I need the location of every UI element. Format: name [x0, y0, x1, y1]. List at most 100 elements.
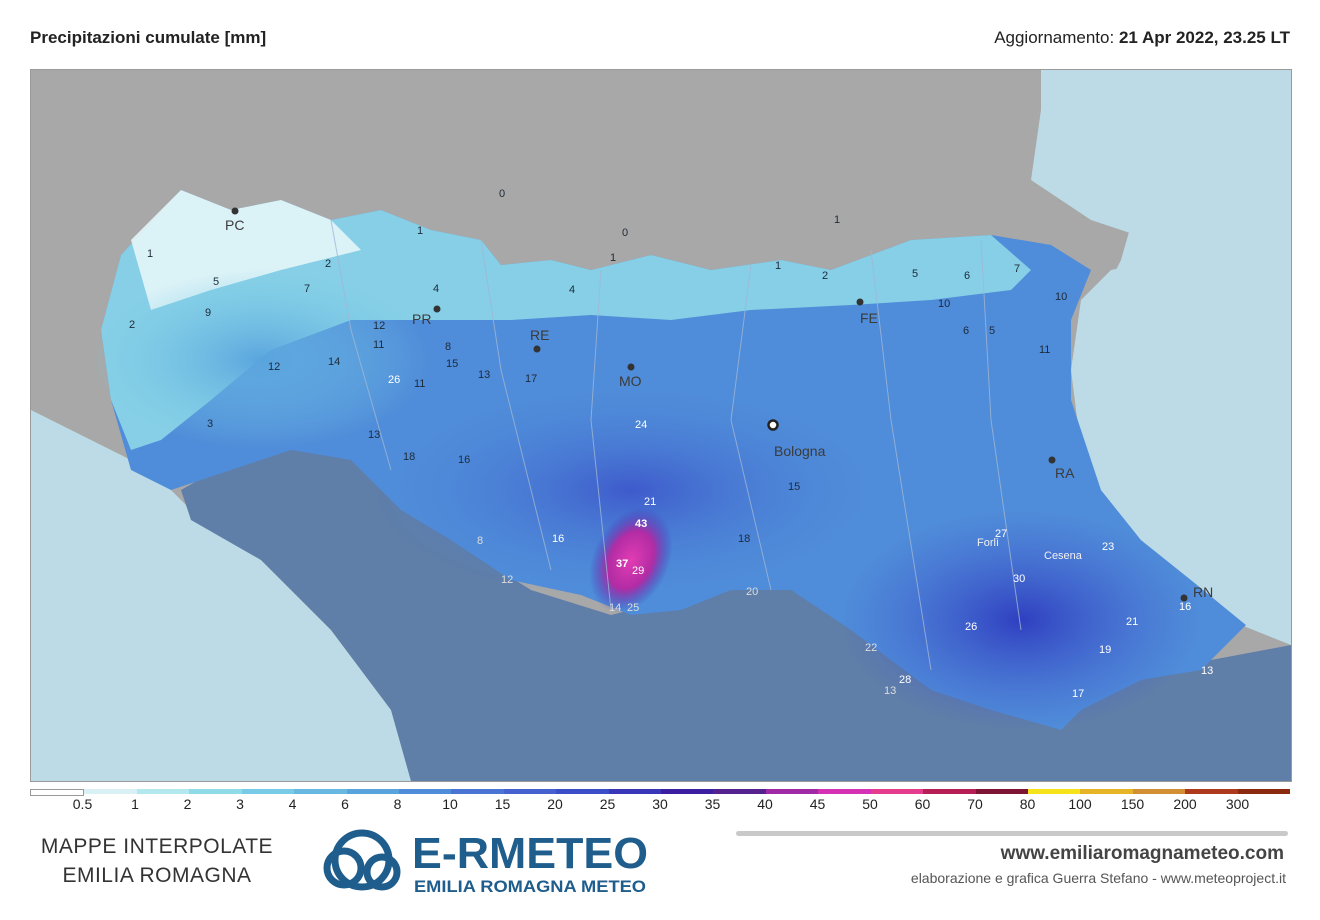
station-value: 29 — [632, 565, 644, 577]
map-title: Precipitazioni cumulate [mm] — [30, 28, 267, 47]
city-label-bologna: Bologna — [774, 443, 826, 459]
city-label-forli: Forlì — [977, 537, 999, 549]
legend-swatch — [608, 789, 662, 794]
update-timestamp: Aggiornamento: 21 Apr 2022, 23.25 LT — [994, 28, 1290, 48]
city-dot-re — [533, 345, 541, 353]
station-value: 16 — [552, 533, 564, 545]
station-value: 1 — [775, 260, 781, 272]
station-value: 13 — [478, 369, 490, 381]
legend-swatch — [136, 789, 190, 794]
station-value: 16 — [458, 454, 470, 466]
station-value: 10 — [1055, 291, 1067, 303]
station-values: 0 0 1 1 1 1 1 2 2 2 3 4 5 5 7 9 4 6 7 12… — [129, 188, 1213, 700]
legend-swatch — [503, 789, 557, 794]
station-value: 37 — [616, 558, 628, 570]
footer-website-link[interactable]: www.emiliaromagnameteo.com — [1000, 843, 1284, 864]
station-value: 21 — [1126, 616, 1138, 628]
city-label-re: RE — [530, 327, 549, 343]
legend-swatch — [870, 789, 924, 794]
legend-swatch — [765, 789, 819, 794]
station-value: 11 — [373, 339, 384, 351]
station-value: 5 — [912, 268, 918, 280]
legend-swatch — [294, 789, 347, 794]
legend-tick-label: 6 — [341, 796, 349, 812]
legend-swatch — [398, 789, 452, 794]
station-value: 4 — [433, 283, 439, 295]
legend-swatch — [189, 789, 242, 794]
station-value: 4 — [569, 284, 575, 296]
footer-divider — [736, 831, 1288, 836]
legend-tick-label: 10 — [442, 796, 458, 812]
station-value: 8 — [445, 341, 451, 353]
station-value: 22 — [865, 642, 877, 654]
footer-caption-line2: EMILIA ROMAGNA — [62, 864, 252, 887]
legend-tick-label: 100 — [1068, 796, 1092, 812]
station-value: 1 — [834, 214, 840, 226]
legend-swatch — [84, 789, 137, 794]
city-dot-mo — [627, 363, 635, 371]
city-label-rn: RN — [1193, 584, 1213, 600]
station-value: 0 — [499, 188, 505, 200]
southeast-rain-blob — [841, 510, 1201, 730]
logo-sub-text: EMILIA ROMAGNA METEO — [414, 877, 646, 896]
legend-tick-label: 70 — [967, 796, 983, 812]
city-dot-bologna — [767, 419, 779, 431]
legend-tick-label: 3 — [236, 796, 244, 812]
station-value: 15 — [446, 358, 458, 370]
legend-swatch — [1028, 789, 1081, 794]
ermeteo-logo[interactable]: E-RMETEO EMILIA ROMAGNA METEO — [316, 822, 656, 897]
legend-tick-label: 4 — [288, 796, 297, 812]
station-value: 5 — [213, 276, 219, 288]
station-value: 16 — [1179, 601, 1191, 613]
city-label-pr: PR — [412, 311, 431, 327]
station-value: 13 — [884, 685, 896, 697]
station-value: 18 — [403, 451, 415, 463]
legend-tick-label: 60 — [914, 796, 931, 812]
station-value: 27 — [995, 528, 1007, 540]
legend-tick-label: 20 — [547, 796, 563, 812]
station-value: 30 — [1013, 573, 1025, 585]
update-value: 21 Apr 2022, 23.25 LT — [1118, 28, 1290, 47]
legend-tick-label: 1 — [131, 796, 139, 812]
station-value: 17 — [525, 373, 537, 385]
legend-swatch — [346, 789, 399, 794]
precipitation-map[interactable]: PC PR RE MO Bologna FE RA Forlì Cesena R… — [30, 69, 1292, 782]
legend-tick-label: 15 — [494, 796, 511, 812]
city-markers: PC PR RE MO Bologna FE RA Forlì Cesena R… — [225, 207, 1213, 602]
station-value: 21 — [644, 496, 656, 508]
station-value: 43 — [635, 518, 647, 530]
rain-peak-blob — [589, 507, 673, 613]
station-value: 0 — [622, 227, 628, 239]
city-dot-pc — [231, 207, 239, 215]
station-value: 13 — [368, 429, 380, 441]
city-label-pc: PC — [225, 217, 244, 233]
station-value: 10 — [938, 298, 950, 310]
station-value: 14 — [609, 602, 621, 614]
station-value: 12 — [268, 361, 280, 373]
station-value: 6 — [963, 325, 969, 337]
footer-caption-line1: MAPPE INTERPOLATE — [40, 835, 274, 858]
station-value: 25 — [627, 602, 639, 614]
update-label: Aggiornamento: — [994, 28, 1115, 47]
station-value: 18 — [738, 533, 750, 545]
legend-swatch — [975, 789, 1029, 794]
adriatic-sea — [1081, 110, 1291, 645]
station-value: 13 — [1201, 665, 1213, 677]
station-value: 1 — [417, 225, 423, 237]
legend-swatch — [818, 789, 871, 794]
station-value: 11 — [414, 378, 425, 390]
city-dot-pr — [433, 305, 441, 313]
station-value: 23 — [1102, 541, 1114, 553]
footer-caption: MAPPE INTERPOLATE EMILIA ROMAGNA — [32, 832, 282, 890]
legend-swatch — [451, 789, 504, 794]
station-value: 26 — [388, 374, 400, 386]
city-label-cesena: Cesena — [1044, 550, 1083, 562]
legend-tick-label: 30 — [652, 796, 668, 812]
footer-credit: elaborazione e grafica Guerra Stefano - … — [910, 870, 1286, 886]
station-value: 7 — [1014, 263, 1020, 275]
city-dot-fe — [856, 298, 864, 306]
city-dot-rn — [1180, 594, 1188, 602]
legend-swatch — [1237, 789, 1291, 794]
legend-swatch — [661, 789, 714, 794]
legend-tick-label: 200 — [1173, 796, 1197, 812]
